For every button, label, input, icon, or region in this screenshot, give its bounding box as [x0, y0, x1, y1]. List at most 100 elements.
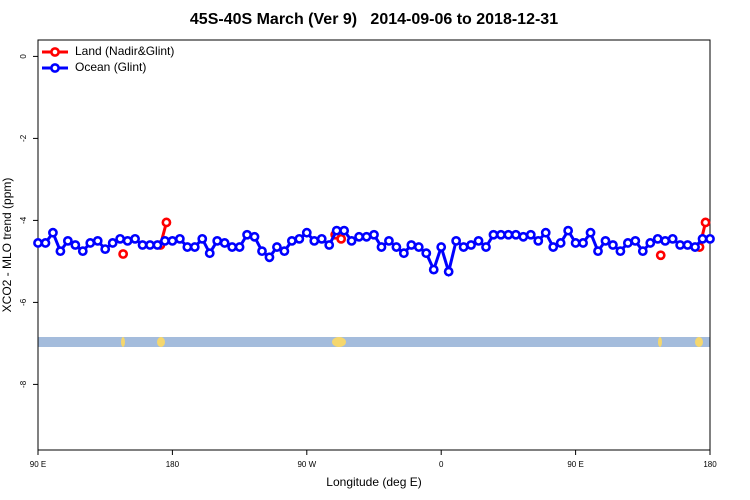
data-point — [189, 242, 200, 252]
data-point — [62, 235, 73, 246]
data-point — [637, 246, 648, 257]
chart-title: 45S-40S March (Ver 9) 2014-09-06 to 2018… — [190, 11, 558, 28]
data-point — [466, 240, 476, 250]
data-point — [510, 229, 521, 240]
legend-label: Ocean (Glint) — [75, 60, 146, 74]
data-point — [436, 242, 447, 252]
data-point — [690, 242, 700, 252]
data-point — [354, 231, 364, 242]
y-tick-label: -6 — [19, 298, 28, 306]
land-blob — [332, 337, 346, 347]
data-point — [391, 242, 402, 252]
data-point — [398, 248, 409, 259]
x-tick-label: 90 E — [30, 460, 46, 469]
data-point — [608, 240, 618, 250]
data-point — [212, 235, 223, 246]
data-point — [540, 227, 551, 238]
land-blob — [658, 337, 662, 347]
data-point — [48, 227, 58, 238]
data-point — [578, 238, 588, 248]
data-point — [219, 238, 230, 248]
y-axis-label: XCO2 - MLO trend (ppm) — [0, 178, 14, 313]
data-point — [77, 246, 88, 257]
data-point — [257, 246, 267, 257]
data-point — [593, 246, 603, 257]
x-axis-label: Longitude (deg E) — [326, 475, 421, 489]
data-point — [615, 246, 626, 257]
data-point — [286, 235, 297, 246]
data-point — [100, 244, 111, 254]
y-tick-label: -4 — [19, 216, 28, 224]
data-point — [421, 248, 432, 259]
data-point — [600, 235, 611, 246]
ocean-strip — [38, 337, 710, 347]
data-point — [294, 233, 305, 244]
data-point — [443, 266, 454, 277]
legend-marker — [50, 63, 60, 73]
data-point — [339, 225, 350, 236]
data-point — [182, 242, 193, 252]
y-tick-label: -8 — [19, 380, 28, 388]
y-tick-label: 0 — [19, 54, 28, 59]
data-point — [227, 242, 238, 252]
data-point — [655, 250, 666, 261]
data-point — [122, 235, 133, 246]
data-point — [249, 231, 260, 242]
legend-marker — [50, 47, 60, 57]
data-point — [503, 229, 514, 240]
x-tick-label: 0 — [439, 460, 444, 469]
data-point — [204, 248, 215, 259]
legend-label: Land (Nadir&Glint) — [75, 44, 174, 58]
y-tick-label: -2 — [19, 134, 28, 142]
data-point — [384, 235, 394, 246]
data-point — [336, 233, 347, 244]
data-point — [107, 238, 118, 248]
data-point — [645, 238, 656, 248]
data-point — [70, 240, 81, 250]
data-point — [40, 238, 51, 248]
data-point — [705, 233, 715, 244]
data-point — [585, 227, 596, 238]
data-point — [174, 233, 185, 244]
data-point — [167, 235, 178, 246]
data-point — [473, 235, 484, 246]
data-point — [675, 240, 686, 250]
x-tick-label: 180 — [166, 460, 180, 469]
data-point — [660, 235, 671, 246]
data-point — [346, 235, 357, 246]
data-point — [548, 242, 559, 252]
data-point — [197, 233, 208, 244]
data-point — [622, 238, 633, 248]
data-point — [145, 240, 155, 250]
data-point — [369, 229, 379, 240]
data-point — [667, 233, 678, 244]
data-point — [331, 225, 342, 236]
x-tick-label: 90 W — [297, 460, 316, 469]
data-point — [630, 235, 641, 246]
data-point — [451, 235, 462, 246]
data-point — [518, 231, 529, 242]
data-point — [85, 238, 96, 248]
data-point — [682, 240, 693, 250]
x-tick-label: 180 — [703, 460, 717, 469]
data-point — [152, 240, 163, 250]
data-point — [55, 246, 66, 257]
data-point — [570, 238, 581, 248]
data-point — [413, 242, 424, 252]
data-point — [264, 252, 275, 263]
data-point — [481, 242, 491, 252]
data-point — [700, 217, 711, 228]
data-point — [301, 227, 312, 238]
data-point — [316, 233, 327, 244]
surface-strip — [38, 337, 710, 347]
data-point — [533, 235, 544, 246]
land-blob — [157, 337, 165, 347]
data-point — [563, 225, 574, 236]
data-point — [242, 229, 252, 240]
land-blob — [121, 337, 125, 347]
data-point — [92, 235, 103, 246]
data-point — [130, 233, 140, 244]
data-point — [525, 229, 536, 240]
data-point — [272, 242, 282, 252]
